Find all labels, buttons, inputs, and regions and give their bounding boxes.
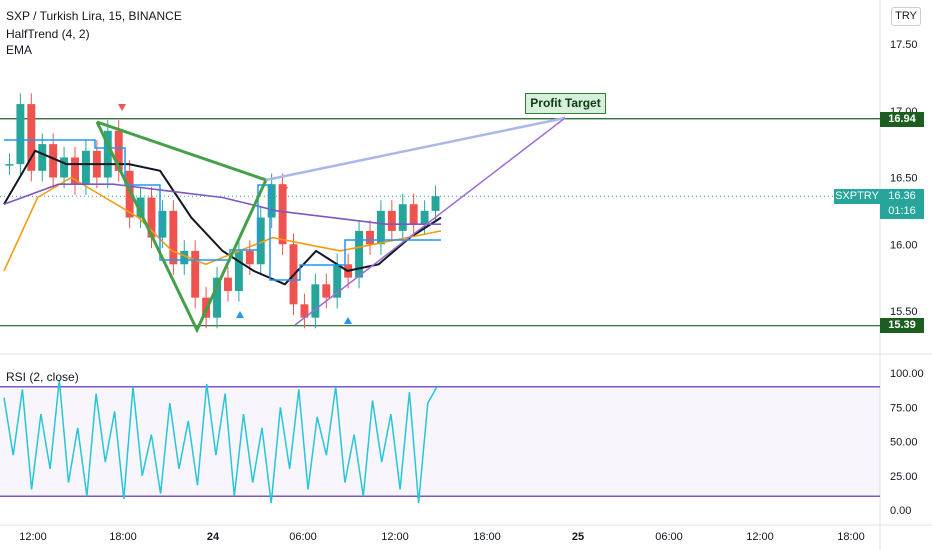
time-tick-label: 24 — [207, 531, 220, 543]
candle-body — [169, 210, 178, 265]
candle-body — [311, 284, 320, 318]
candle-body — [114, 130, 123, 171]
symbol-legend[interactable]: SXP / Turkish Lira, 15, BINANCE — [6, 9, 182, 23]
sell-arrow — [280, 187, 288, 194]
candle-body — [60, 157, 69, 178]
candle-body — [5, 164, 14, 166]
candle-body — [420, 210, 429, 225]
candle-body — [213, 277, 221, 318]
rsi-tick-label: 0.00 — [890, 505, 911, 517]
ema-legend[interactable]: EMA — [6, 43, 33, 57]
candle-body — [333, 264, 342, 298]
support-price-tag: 15.39 — [880, 318, 924, 333]
candle-body — [278, 184, 287, 245]
candle-body — [322, 284, 331, 298]
candle-body — [409, 204, 418, 225]
time-tick-label: 18:00 — [837, 531, 865, 543]
candle-body — [81, 150, 90, 185]
time-tick-label: 12:00 — [381, 531, 409, 543]
price-tick-label: 16.50 — [890, 173, 918, 185]
candle-body — [300, 304, 309, 318]
candle-body — [27, 104, 36, 171]
target-projection-line — [265, 116, 566, 182]
price-tick-label: 15.50 — [890, 306, 918, 318]
time-tick-label: 12:00 — [19, 531, 47, 543]
time-tick-label: 18:00 — [109, 531, 137, 543]
candle-body — [147, 197, 156, 238]
rsi-tick-label: 75.00 — [890, 402, 918, 414]
time-tick-label: 06:00 — [289, 531, 317, 543]
candle-body — [355, 230, 364, 278]
rsi-line — [3, 379, 438, 504]
rsi-tick-label: 100.00 — [890, 368, 924, 380]
candle-body — [376, 210, 385, 245]
rsi-legend[interactable]: RSI (2, close) — [6, 370, 79, 384]
bar-countdown: 01:16 — [888, 205, 916, 217]
rsi-tick-label: 50.00 — [890, 437, 918, 449]
candle-body — [234, 250, 243, 291]
candle-body — [49, 144, 58, 178]
candle-body — [158, 210, 167, 238]
candle-body — [256, 217, 265, 265]
time-tick-label: 18:00 — [473, 531, 501, 543]
rsi-band — [0, 386, 880, 497]
pattern-line — [95, 120, 269, 334]
candle-body — [136, 197, 145, 218]
candle-body — [387, 210, 396, 231]
last-price-tag: 16.36 01:16 — [880, 189, 924, 219]
ema-line — [3, 149, 442, 286]
candle-body — [191, 250, 200, 298]
halftrend-legend[interactable]: HalfTrend (4, 2) — [6, 27, 90, 41]
candle-body — [16, 104, 25, 165]
buy-arrow — [344, 317, 352, 324]
ema-line — [3, 183, 441, 225]
halftrend-line — [4, 139, 441, 281]
candle-body — [180, 250, 189, 265]
candle-body — [103, 130, 112, 178]
trend-line — [294, 117, 566, 326]
ema-line — [3, 176, 442, 272]
last-price-value: 16.36 — [888, 190, 916, 202]
candle-body — [267, 184, 276, 218]
rsi-tick-label: 25.00 — [890, 471, 918, 483]
currency-button[interactable]: TRY — [891, 7, 921, 26]
candle-body — [224, 277, 232, 291]
candle-body — [245, 250, 254, 265]
price-tick-label: 17.50 — [890, 39, 918, 51]
candle-body — [398, 204, 407, 231]
resistance-price-tag: 16.94 — [880, 112, 924, 127]
candle-body — [38, 144, 47, 171]
candle-body — [71, 157, 79, 185]
time-tick-label: 06:00 — [655, 531, 683, 543]
last-price-symbol-label: SXPTRY — [834, 189, 880, 204]
sell-arrow — [118, 104, 126, 111]
candle-body — [431, 196, 440, 211]
time-tick-label: 12:00 — [746, 531, 774, 543]
candle-body — [366, 230, 374, 245]
candle-body — [125, 170, 134, 218]
profit-target-label[interactable]: Profit Target — [525, 93, 606, 114]
price-tick-label: 16.00 — [890, 239, 918, 251]
buy-arrow — [236, 311, 244, 318]
time-tick-label: 25 — [572, 531, 584, 543]
